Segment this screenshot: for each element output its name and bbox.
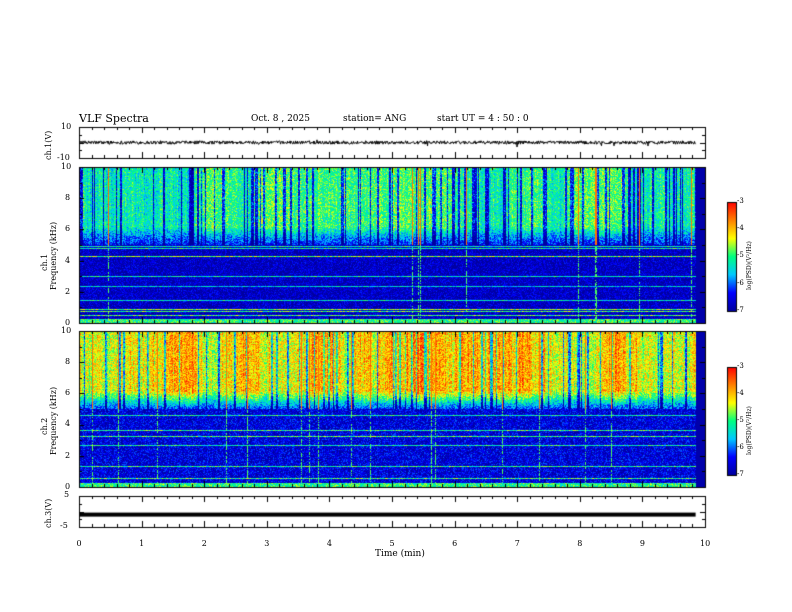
start-time-label: start UT = 4 : 50 : 0 — [437, 114, 529, 124]
ch1-spec-ytick: 8 — [65, 193, 71, 202]
ch1-ylabel: ch.1(V) — [44, 130, 53, 160]
x-tick-label: 5 — [389, 539, 395, 548]
cb1-tick: -7 — [737, 306, 744, 314]
ch1-ytick-bottom: -10 — [57, 153, 70, 162]
cb2-tick: -5 — [737, 416, 744, 424]
x-tick-label: 2 — [201, 539, 207, 548]
ch2-spec-ytick: 10 — [61, 326, 72, 335]
x-tick-label: 3 — [264, 539, 270, 548]
cb1-label: log(PSD)(V²/Hz) — [746, 241, 753, 290]
cb2-label: log(PSD)(V²/Hz) — [746, 406, 753, 455]
cb2-tick: -7 — [737, 470, 744, 478]
cb1-tick: -4 — [737, 224, 744, 232]
ch2-spec-ytick: 0 — [65, 482, 71, 491]
ch2-spec-ytick: 6 — [65, 388, 71, 397]
ch2-spec-ylabel-1: ch.2 — [40, 417, 49, 435]
ch1-spec-ylabel-2: Frequency (kHz) — [49, 221, 58, 290]
x-tick-label: 6 — [452, 539, 458, 548]
cb1-tick: -5 — [737, 251, 744, 259]
x-tick-label: 1 — [139, 539, 145, 548]
x-tick-label: 7 — [514, 539, 520, 548]
cb1-tick: -6 — [737, 279, 744, 287]
ch2-spec-ytick: 2 — [65, 451, 71, 460]
ch1-spec-ytick: 6 — [65, 224, 71, 233]
cb2-tick: -4 — [737, 389, 744, 397]
ch3-ylabel: ch.3(V) — [44, 498, 53, 528]
ch1-spec-ytick: 10 — [61, 162, 72, 171]
x-tick-label: 0 — [76, 539, 82, 548]
ch3-ytick-top: 5 — [64, 490, 70, 499]
ch2-spec-ytick: 8 — [65, 357, 71, 366]
ch2-spec-ylabel-2: Frequency (kHz) — [49, 386, 58, 455]
cb1-tick: -3 — [737, 197, 744, 205]
ch3-ytick-bottom: -5 — [60, 521, 68, 530]
x-tick-label: 4 — [326, 539, 332, 548]
ch1-spec-ytick: 0 — [65, 318, 71, 327]
date-label: Oct. 8 , 2025 — [251, 114, 310, 124]
cb2-tick: -3 — [737, 362, 744, 370]
ch1-spec-ytick: 2 — [65, 287, 71, 296]
ch2-spec-ytick: 4 — [65, 419, 71, 428]
x-tick-label: 9 — [639, 539, 645, 548]
ch1-ytick-top: 10 — [61, 122, 72, 131]
figure-title: VLF Spectra — [79, 112, 149, 125]
x-tick-label: 10 — [700, 539, 711, 548]
cb2-tick: -6 — [737, 443, 744, 451]
ch1-spec-ylabel-1: ch.1 — [40, 253, 49, 271]
station-label: station= ANG — [343, 114, 407, 124]
x-axis-label: Time (min) — [375, 549, 425, 559]
ch1-spec-ytick: 4 — [65, 256, 71, 265]
x-tick-label: 8 — [577, 539, 583, 548]
